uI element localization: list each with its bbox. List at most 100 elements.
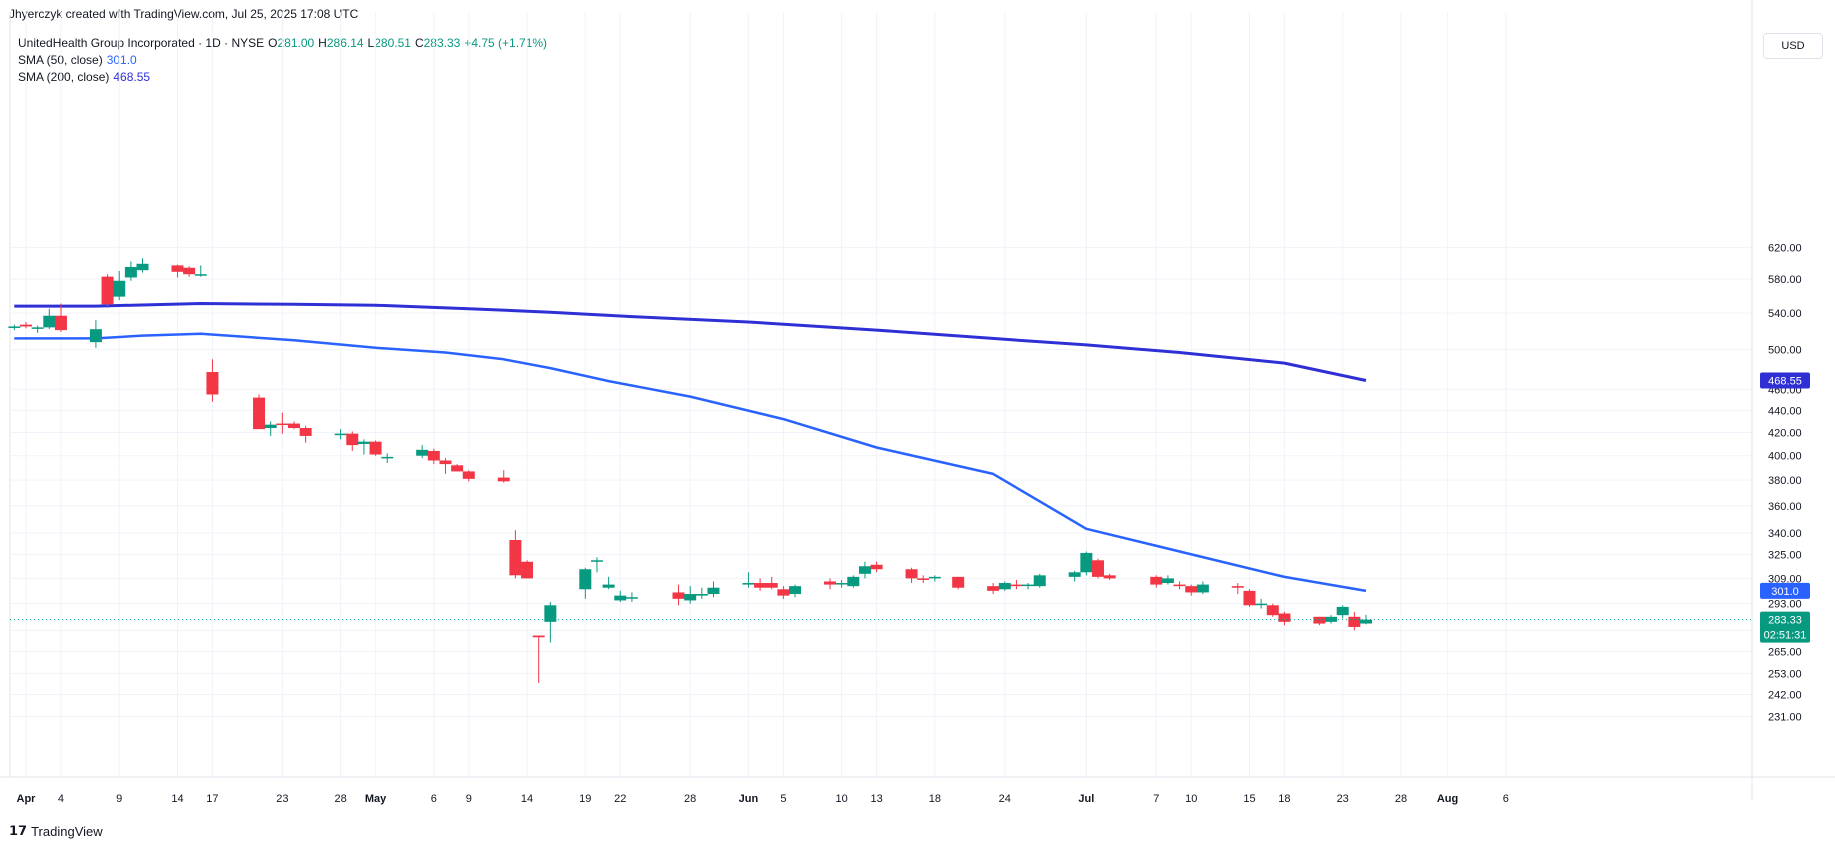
brand-name: TradingView bbox=[31, 823, 103, 839]
candle-body bbox=[357, 441, 370, 444]
candle-body bbox=[299, 428, 312, 436]
x-tick-label: Jul bbox=[1078, 793, 1094, 805]
candle-body bbox=[998, 583, 1011, 590]
candle-body bbox=[276, 423, 289, 426]
low-value: 280.51 bbox=[374, 36, 411, 50]
candle-body bbox=[8, 326, 21, 328]
sma50-price-badge bbox=[1760, 582, 1810, 599]
candle-body bbox=[1313, 616, 1326, 624]
sma50-label: SMA (50, close) bbox=[18, 53, 103, 67]
open-value: 281.00 bbox=[277, 36, 315, 50]
candle-body bbox=[136, 263, 149, 271]
candle-body bbox=[20, 324, 32, 327]
candle-body bbox=[206, 372, 219, 395]
candle-body bbox=[334, 433, 347, 436]
y-tick-label: 620.00 bbox=[1768, 242, 1802, 254]
sma200-row[interactable]: SMA (200, close) 468.55 bbox=[18, 69, 547, 86]
y-tick-label: 293.00 bbox=[1768, 599, 1802, 611]
x-tick-label: 14 bbox=[171, 793, 183, 805]
footer-brand[interactable]: 𝟭𝟳 TradingView bbox=[9, 823, 103, 839]
candle-body bbox=[789, 586, 802, 595]
y-tick-label: 440.00 bbox=[1768, 405, 1802, 417]
candle-body bbox=[31, 327, 44, 329]
y-tick-label: 325.00 bbox=[1768, 549, 1802, 561]
currency-button[interactable]: USD bbox=[1763, 33, 1823, 59]
candle-body bbox=[1243, 590, 1256, 606]
candle-body bbox=[1185, 586, 1198, 593]
candle-body bbox=[288, 423, 300, 429]
y-tick-label: 309.00 bbox=[1768, 573, 1802, 585]
candle-body bbox=[381, 456, 394, 459]
last-price-badge-countdown: 02:51:31 bbox=[1764, 630, 1807, 642]
candle-body bbox=[672, 592, 685, 599]
sma200-value: 468.55 bbox=[113, 70, 151, 84]
y-tick-label: 420.00 bbox=[1768, 428, 1802, 440]
candle-body bbox=[439, 460, 452, 465]
sma200-price-badge-text: 468.55 bbox=[1768, 376, 1802, 388]
symbol-title[interactable]: UnitedHealth Group Incorporated · 1D · N… bbox=[18, 36, 265, 50]
sma50-line bbox=[14, 332, 1367, 593]
y-tick-label: 580.00 bbox=[1768, 274, 1802, 286]
candle-body bbox=[1161, 578, 1174, 584]
candle-body bbox=[521, 561, 534, 579]
y-tick-label: 231.00 bbox=[1768, 712, 1802, 724]
candle-body bbox=[113, 280, 126, 297]
sma200-label: SMA (200, close) bbox=[18, 70, 110, 84]
candle-body bbox=[1033, 575, 1046, 587]
candle-body bbox=[602, 584, 615, 588]
candle-body bbox=[89, 329, 102, 343]
candle-body bbox=[532, 635, 545, 638]
candle-body bbox=[824, 581, 836, 585]
candle-body bbox=[1348, 616, 1361, 627]
x-tick-label: 10 bbox=[1185, 793, 1197, 805]
x-tick-label: 6 bbox=[431, 793, 437, 805]
x-tick-label: 24 bbox=[999, 793, 1011, 805]
candle-body bbox=[416, 449, 429, 456]
candle-body bbox=[183, 267, 196, 275]
x-tick-label: 18 bbox=[1278, 793, 1290, 805]
y-tick-label: 265.00 bbox=[1768, 646, 1802, 658]
x-tick-label: 28 bbox=[334, 793, 346, 805]
candle-body bbox=[101, 276, 114, 305]
candle-body bbox=[427, 450, 440, 461]
candle-body bbox=[590, 560, 603, 562]
close-value: 283.33 bbox=[423, 36, 461, 50]
high-label: H bbox=[318, 36, 327, 50]
candle-body bbox=[1068, 572, 1081, 577]
candle-body bbox=[905, 569, 918, 579]
x-tick-label: Jun bbox=[739, 793, 759, 805]
last-price-badge bbox=[1760, 611, 1810, 643]
candle-body bbox=[1173, 584, 1186, 587]
candle-body bbox=[858, 566, 871, 574]
low-label: L bbox=[367, 36, 375, 50]
candle-body bbox=[1150, 576, 1163, 585]
candle-body bbox=[695, 594, 708, 596]
candle-body bbox=[346, 433, 359, 446]
candle-body bbox=[1325, 616, 1338, 622]
x-tick-label: 9 bbox=[116, 793, 122, 805]
candle-body bbox=[369, 441, 382, 455]
candle-body bbox=[509, 539, 522, 576]
candle-body bbox=[1336, 606, 1349, 616]
y-tick-label: 253.00 bbox=[1768, 668, 1802, 680]
candle-body bbox=[742, 583, 755, 585]
candle-body bbox=[54, 315, 67, 331]
last-price-badge-text: 283.33 bbox=[1768, 615, 1802, 627]
candle-body bbox=[870, 564, 883, 570]
x-tick-label: 7 bbox=[1153, 793, 1159, 805]
candle-body bbox=[928, 576, 941, 579]
candle-body bbox=[253, 397, 266, 430]
candle-body bbox=[614, 595, 627, 601]
candle-body bbox=[684, 594, 697, 601]
candle-body bbox=[1360, 619, 1372, 624]
symbol-ohlc-row: UnitedHealth Group Incorporated · 1D · N… bbox=[18, 35, 547, 52]
candle-body bbox=[579, 569, 592, 590]
x-tick-label: 13 bbox=[870, 793, 882, 805]
x-tick-label: 9 bbox=[466, 793, 472, 805]
sma50-row[interactable]: SMA (50, close) 301.0 bbox=[18, 52, 547, 69]
candle-body bbox=[171, 265, 184, 272]
candle-body bbox=[1196, 584, 1209, 593]
candle-body bbox=[707, 587, 720, 595]
high-value: 286.14 bbox=[326, 36, 364, 50]
